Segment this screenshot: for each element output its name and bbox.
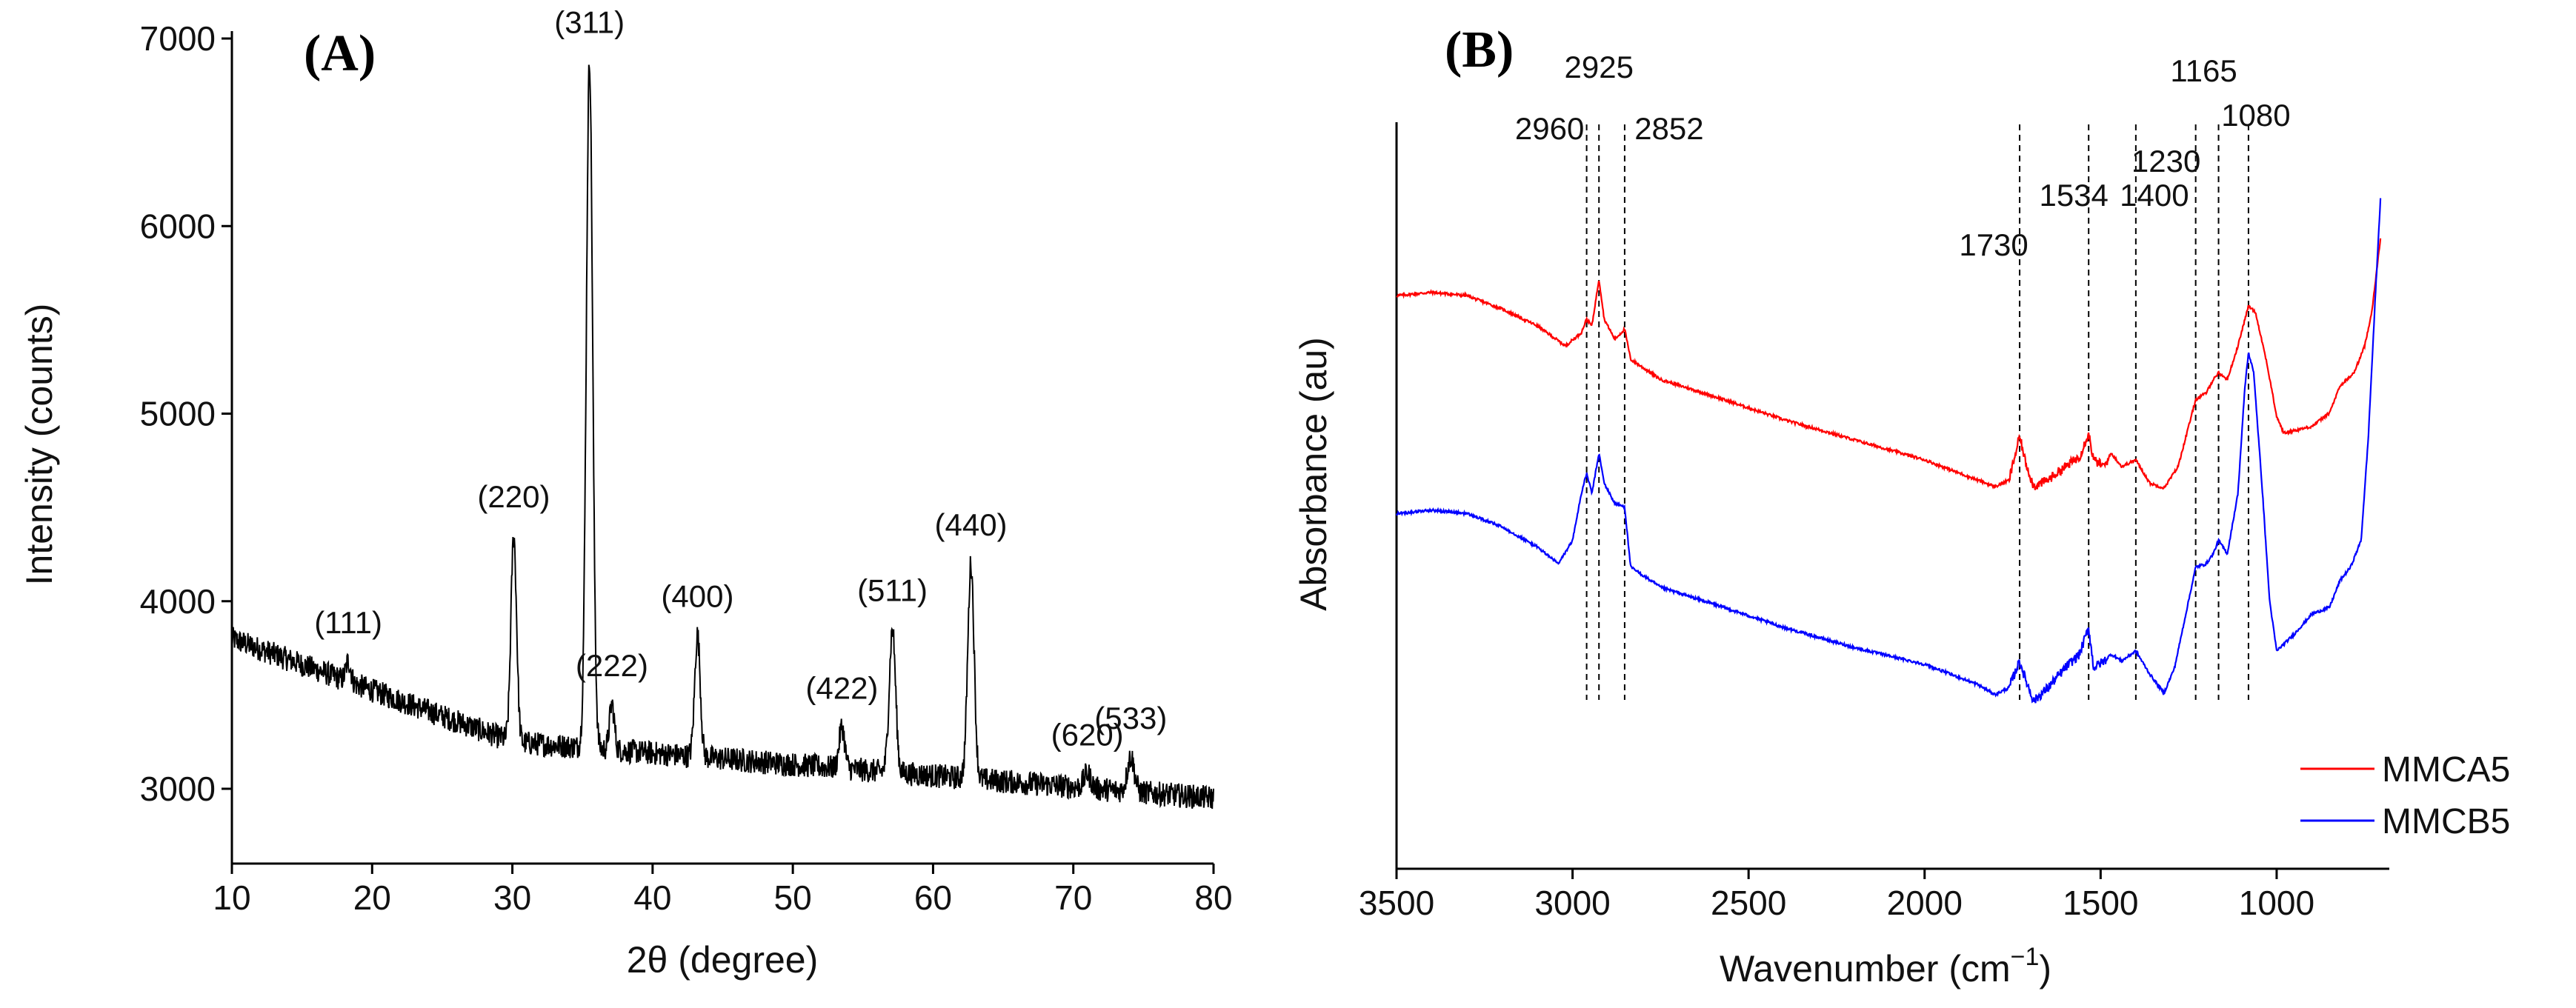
- y-tick-label: 5000: [140, 395, 216, 433]
- y-tick-label: 6000: [140, 207, 216, 245]
- band-label: 1080: [2221, 98, 2290, 133]
- peak-label: (111): [314, 605, 382, 640]
- x-tick-label: 2500: [1711, 884, 1786, 922]
- y-tick-label: 4000: [140, 582, 216, 621]
- peak-label: (311): [554, 4, 625, 39]
- band-label: 2925: [1565, 50, 1634, 84]
- x-axis-title: 2θ (degree): [627, 939, 819, 981]
- x-axis-title-superscript: −1: [2011, 943, 2040, 971]
- x-ticks: 10 20 30 40 50 60 70 80: [213, 864, 1233, 917]
- peak-label: (220): [477, 479, 550, 514]
- legend-label-mmcb5: MMCB5: [2382, 802, 2510, 841]
- peak-label: (400): [661, 578, 733, 613]
- peak-label: (422): [805, 670, 878, 705]
- y-axis-title: Absorbance (au): [1293, 337, 1334, 611]
- x-tick-label: 80: [1194, 878, 1232, 917]
- band-label: 1165: [2170, 53, 2237, 88]
- x-tick-label: 10: [213, 878, 250, 917]
- x-tick-label: 20: [353, 878, 391, 917]
- x-axis-title-main: Wavenumber (cm: [1720, 948, 2011, 989]
- series-line-mmca5: [1396, 238, 2382, 490]
- y-tick-label: 3000: [140, 770, 216, 808]
- peak-label: (533): [1094, 701, 1167, 735]
- peak-label: (222): [576, 648, 648, 683]
- panel-a-label: (A): [304, 25, 376, 82]
- peak-label: (620): [1051, 718, 1124, 752]
- peak-labels: (111) (220) (311) (222) (400) (422) (511)(440)…: [314, 4, 1167, 752]
- spectra: [1395, 198, 2382, 704]
- band-label: 1534: [2039, 178, 2108, 213]
- x-axis-title-close: ): [2039, 948, 2051, 989]
- x-tick-label: 30: [493, 878, 531, 917]
- band-label: 2852: [1634, 111, 1703, 146]
- ftir-chart: (B) 3500 3000 2500 2000 1500 1000 2960 2925285…: [1293, 21, 2510, 989]
- xrd-pattern-line: [231, 64, 1214, 810]
- panel-b-label: (B): [1445, 21, 1514, 79]
- band-label: 1230: [2131, 144, 2200, 178]
- peak-label: (511): [857, 573, 928, 608]
- band-label: 2960: [1515, 111, 1584, 146]
- legend-label-mmca5: MMCA5: [2382, 750, 2510, 790]
- x-tick-label: 60: [914, 878, 952, 917]
- x-tick-label: 1000: [2239, 884, 2314, 922]
- x-tick-label: 3500: [1359, 884, 1434, 922]
- band-label: 1730: [1959, 227, 2028, 262]
- band-marker-lines: [1585, 124, 2249, 700]
- x-tick-label: 1500: [2063, 884, 2138, 922]
- legend: MMCA5 MMCB5: [2300, 750, 2510, 841]
- xrd-chart: (A) 10 20 30 40 50 60 70 80 3000 4000 5000 6000 700…: [19, 4, 1233, 981]
- y-axis-title: Intensity (counts): [19, 304, 60, 586]
- x-tick-label: 3000: [1534, 884, 1610, 922]
- x-tick-label: 70: [1054, 878, 1092, 917]
- band-label: 1400: [2120, 178, 2189, 213]
- y-tick-label: 7000: [140, 19, 216, 58]
- x-ticks: 3500 3000 2500 2000 1500 1000: [1359, 869, 2314, 922]
- series-line-mmcb5: [1395, 198, 2382, 704]
- x-tick-label: 50: [774, 878, 812, 917]
- y-ticks: 3000 4000 5000 6000 7000: [140, 19, 232, 808]
- peak-label: (440): [935, 507, 1008, 542]
- x-axis-title: Wavenumber (cm−1): [1720, 943, 2051, 989]
- x-tick-label: 2000: [1887, 884, 1963, 922]
- x-tick-label: 40: [633, 878, 671, 917]
